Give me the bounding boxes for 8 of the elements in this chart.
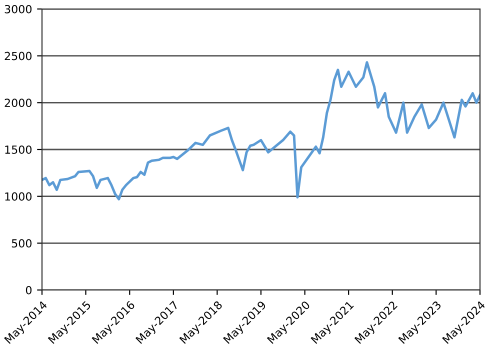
y-tick-label: 2000 [4, 98, 32, 108]
y-tick-label: 3000 [4, 4, 32, 14]
y-tick-label: 0 [26, 286, 32, 294]
line-series [42, 61, 480, 200]
y-tick-label: 1500 [5, 145, 32, 154]
y-tick-label: 500 [12, 239, 32, 248]
y-tick-label: 1000 [5, 192, 32, 201]
y-tick-label: 2500 [4, 52, 32, 60]
